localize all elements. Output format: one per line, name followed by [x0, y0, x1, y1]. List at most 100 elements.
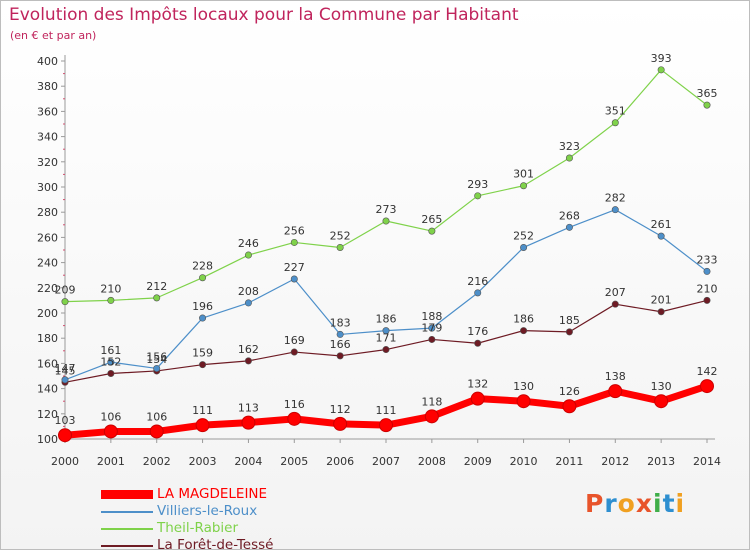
data-label: 228 [192, 260, 213, 273]
proxiti-logo: Proxiti [585, 489, 686, 518]
data-point [611, 119, 619, 127]
x-tick-label: 2012 [601, 455, 629, 468]
data-label: 233 [697, 253, 718, 266]
data-point [149, 424, 164, 439]
data-label: 147 [55, 362, 76, 375]
x-tick-label: 2001 [97, 455, 125, 468]
data-point [562, 399, 577, 414]
data-label: 159 [192, 347, 213, 360]
data-label: 179 [421, 321, 442, 334]
y-tick-label: 300 [37, 181, 58, 194]
data-label: 256 [284, 224, 305, 237]
data-point [382, 346, 390, 354]
data-point [336, 243, 344, 251]
data-point [520, 243, 528, 251]
data-label: 210 [100, 282, 121, 295]
data-point [424, 409, 439, 424]
data-label: 323 [559, 140, 580, 153]
data-point [700, 379, 714, 394]
y-tick-label: 360 [37, 105, 58, 118]
data-point [657, 232, 665, 240]
y-tick-label: 380 [37, 80, 58, 93]
data-label: 166 [330, 338, 351, 351]
x-tick-label: 2013 [647, 455, 675, 468]
data-label: 111 [376, 404, 397, 417]
data-label: 183 [330, 316, 351, 329]
data-label: 188 [421, 310, 442, 323]
legend-swatch [101, 527, 153, 530]
data-label: 154 [146, 353, 167, 366]
data-label: 207 [605, 286, 626, 299]
legend-swatch [101, 490, 153, 499]
y-tick-label: 200 [37, 307, 58, 320]
data-label: 112 [330, 403, 351, 416]
x-tick-label: 2000 [51, 455, 79, 468]
y-tick-label: 180 [37, 332, 58, 345]
data-point [290, 275, 298, 283]
data-point [107, 369, 115, 377]
x-tick-label: 2007 [372, 455, 400, 468]
data-label: 142 [697, 365, 718, 378]
data-point [241, 415, 256, 430]
data-point [703, 101, 711, 109]
data-label: 169 [284, 334, 305, 347]
data-label: 273 [376, 203, 397, 216]
data-label: 210 [697, 282, 718, 295]
data-point [199, 314, 207, 322]
data-label: 246 [238, 237, 259, 250]
legend-swatch [101, 510, 153, 513]
data-label: 261 [651, 218, 672, 231]
data-point [703, 296, 711, 304]
data-point [199, 274, 207, 282]
x-tick-label: 2004 [234, 455, 262, 468]
data-label: 130 [651, 380, 672, 393]
data-label: 111 [192, 404, 213, 417]
data-label: 118 [421, 395, 442, 408]
data-point [333, 416, 348, 431]
data-label: 186 [513, 313, 534, 326]
data-label: 152 [100, 355, 121, 368]
x-tick-label: 2005 [280, 455, 308, 468]
y-tick-label: 120 [37, 408, 58, 421]
data-point [474, 192, 482, 200]
data-label: 176 [467, 325, 488, 338]
data-point [199, 361, 207, 369]
data-point [654, 394, 669, 409]
x-tick-label: 2009 [464, 455, 492, 468]
data-point [244, 357, 252, 365]
data-point [58, 428, 72, 443]
data-point [382, 217, 390, 225]
x-tick-label: 2003 [189, 455, 217, 468]
data-point [107, 358, 115, 366]
data-point [516, 394, 531, 409]
data-label: 212 [146, 280, 167, 293]
data-label: 186 [376, 313, 397, 326]
data-label: 208 [238, 285, 259, 298]
data-label: 171 [376, 332, 397, 345]
data-label: 130 [513, 380, 534, 393]
data-point [565, 154, 573, 162]
data-label: 393 [651, 52, 672, 65]
data-label: 252 [513, 229, 534, 242]
data-point [153, 364, 161, 372]
data-point [565, 223, 573, 231]
data-label: 103 [55, 414, 76, 427]
data-label: 185 [559, 314, 580, 327]
data-point [153, 294, 161, 302]
data-point [244, 251, 252, 259]
chart-subtitle: (en € et par an) [10, 29, 97, 42]
data-label: 106 [100, 410, 121, 423]
legend-swatch [101, 544, 153, 547]
y-tick-label: 220 [37, 282, 58, 295]
data-point [290, 348, 298, 356]
legend-label: LA MAGDELEINE [157, 486, 268, 502]
data-point [428, 227, 436, 235]
data-point [474, 289, 482, 297]
chart-title: Evolution des Impôts locaux pour la Comm… [9, 5, 519, 25]
data-point [470, 391, 485, 406]
data-label: 156 [146, 350, 167, 363]
data-point [336, 330, 344, 338]
y-tick-label: 320 [37, 156, 58, 169]
